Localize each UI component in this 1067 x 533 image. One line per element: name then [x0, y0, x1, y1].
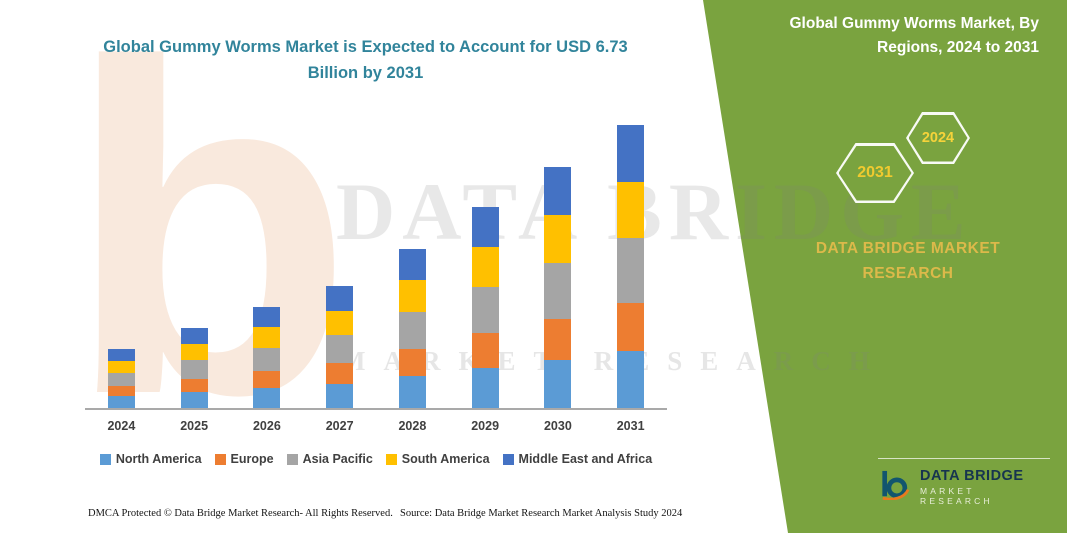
- segment-europe-2024: [107, 386, 135, 397]
- segment-north-america-2026: [253, 387, 281, 408]
- segment-middle-east-and-africa-2025: [180, 328, 208, 345]
- bar-2028: [398, 248, 426, 408]
- legend-label-middle-east-and-africa: Middle East and Africa: [518, 452, 653, 466]
- segment-middle-east-and-africa-2028: [398, 248, 426, 281]
- segment-south-america-2029: [471, 246, 499, 288]
- segment-europe-2028: [398, 348, 426, 377]
- bar-2025: [180, 328, 208, 408]
- chart-plot-area: [85, 116, 667, 410]
- legend-label-europe: Europe: [230, 452, 274, 466]
- segment-north-america-2031: [617, 351, 645, 408]
- segment-middle-east-and-africa-2027: [326, 286, 354, 311]
- legend-swatch-middle-east-and-africa: [502, 453, 514, 465]
- segment-europe-2026: [253, 370, 281, 388]
- legend-swatch-south-america: [385, 453, 397, 465]
- brand-wordmark: DATA BRIDGE MARKET RESEARCH: [768, 240, 1048, 283]
- segment-south-america-2028: [398, 280, 426, 313]
- segment-asia-pacific-2028: [398, 312, 426, 349]
- legend-item-europe: Europe: [214, 452, 274, 466]
- x-label-2028: 2028: [398, 419, 427, 433]
- segment-europe-2025: [180, 378, 208, 392]
- segment-europe-2027: [326, 363, 354, 384]
- bar-2030: [544, 166, 572, 408]
- segment-middle-east-and-africa-2026: [253, 307, 281, 328]
- hexagon-badge-2024-label: 2024: [908, 114, 968, 162]
- legend-label-south-america: South America: [401, 452, 490, 466]
- segment-asia-pacific-2024: [107, 372, 135, 387]
- segment-europe-2030: [544, 318, 572, 360]
- segment-north-america-2025: [180, 392, 208, 408]
- bar-2031: [617, 125, 645, 408]
- hexagon-badge-2024: 2024: [906, 112, 970, 164]
- segment-asia-pacific-2026: [253, 347, 281, 371]
- footer-source-text: Source: Data Bridge Market Research Mark…: [400, 508, 683, 519]
- x-label-2027: 2027: [325, 419, 354, 433]
- legend: North America Europe Asia Pacific South Ame…: [78, 452, 674, 466]
- databridge-logo-text: DATA BRIDGE MARKET RESEARCH: [920, 468, 1050, 506]
- segment-south-america-2026: [253, 327, 281, 348]
- hexagon-badge-2031-label: 2031: [838, 145, 912, 201]
- databridge-logo-block: DATA BRIDGE MARKET RESEARCH: [878, 458, 1050, 506]
- segment-asia-pacific-2025: [180, 360, 208, 379]
- watermark-text-market-research: MARKET RESEARCH: [340, 346, 888, 376]
- legend-swatch-north-america: [99, 453, 111, 465]
- hexagon-badge-2031: 2031: [836, 143, 914, 203]
- brand-line1: DATA BRIDGE MARKET: [815, 240, 1001, 257]
- bars: [85, 116, 667, 408]
- segment-south-america-2024: [107, 360, 135, 373]
- segment-south-america-2027: [326, 310, 354, 335]
- brand-line2: RESEARCH: [862, 265, 954, 282]
- segment-middle-east-and-africa-2024: [107, 349, 135, 361]
- segment-asia-pacific-2029: [471, 287, 499, 334]
- logo-tagline: MARKET RESEARCH: [920, 486, 993, 506]
- x-label-2029: 2029: [471, 419, 500, 433]
- x-label-2024: 2024: [107, 419, 136, 433]
- segment-north-america-2030: [544, 359, 572, 408]
- segment-asia-pacific-2031: [617, 238, 645, 304]
- logo-name: DATA BRIDGE: [920, 468, 1024, 484]
- databridge-logo-icon: [878, 470, 912, 505]
- legend-item-asia-pacific: Asia Pacific: [286, 452, 373, 466]
- segment-south-america-2030: [544, 214, 572, 264]
- footer-dmca-text: DMCA Protected © Data Bridge Market Rese…: [88, 508, 393, 519]
- segment-north-america-2024: [107, 396, 135, 408]
- segment-south-america-2025: [180, 344, 208, 361]
- right-panel-title: Global Gummy Worms Market, By Regions, 2…: [789, 15, 1040, 57]
- legend-swatch-asia-pacific: [286, 453, 298, 465]
- x-label-2030: 2030: [543, 419, 572, 433]
- bar-2024: [107, 349, 135, 408]
- legend-label-asia-pacific: Asia Pacific: [302, 452, 373, 466]
- segment-north-america-2028: [398, 376, 426, 408]
- x-label-2026: 2026: [252, 419, 281, 433]
- chart-title: Global Gummy Worms Market is Expected to…: [103, 38, 628, 83]
- x-label-2025: 2025: [180, 419, 209, 433]
- legend-swatch-europe: [214, 453, 226, 465]
- segment-middle-east-and-africa-2031: [617, 125, 645, 182]
- segment-asia-pacific-2030: [544, 263, 572, 319]
- bar-2026: [253, 307, 281, 408]
- segment-south-america-2031: [617, 181, 645, 239]
- legend-item-south-america: South America: [385, 452, 490, 466]
- bar-2029: [471, 206, 499, 408]
- segment-asia-pacific-2027: [326, 334, 354, 364]
- segment-europe-2029: [471, 333, 499, 368]
- segment-middle-east-and-africa-2029: [471, 206, 499, 247]
- segment-north-america-2029: [471, 367, 499, 408]
- segment-north-america-2027: [326, 383, 354, 408]
- x-label-2031: 2031: [616, 419, 645, 433]
- legend-item-north-america: North America: [99, 452, 202, 466]
- legend-item-middle-east-and-africa: Middle East and Africa: [502, 452, 653, 466]
- segment-middle-east-and-africa-2030: [544, 166, 572, 215]
- bar-2027: [326, 286, 354, 408]
- segment-europe-2031: [617, 303, 645, 352]
- x-axis-labels: 2024 2025 2026 2027 2028 2029 2030 2031: [85, 419, 667, 433]
- legend-label-north-america: North America: [115, 452, 202, 466]
